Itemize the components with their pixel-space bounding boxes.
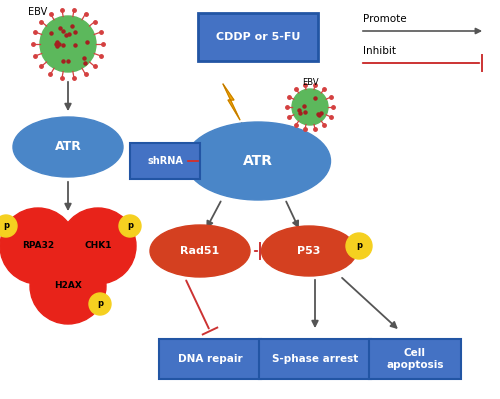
Circle shape [0,215,17,237]
Text: Cell
apoptosis: Cell apoptosis [386,348,444,370]
FancyBboxPatch shape [369,339,461,379]
Text: Inhibit: Inhibit [363,46,396,56]
Text: CDDP or 5-FU: CDDP or 5-FU [216,32,300,42]
Circle shape [89,293,111,315]
Text: P53: P53 [298,246,320,256]
Text: ATR: ATR [54,140,82,154]
Text: CHK1: CHK1 [84,241,112,251]
Ellipse shape [186,122,330,200]
Circle shape [40,16,96,72]
Text: shRNA: shRNA [147,156,183,166]
Text: p: p [356,241,362,251]
FancyBboxPatch shape [159,339,261,379]
Polygon shape [223,84,240,120]
Circle shape [292,89,328,125]
Circle shape [60,208,136,284]
Text: p: p [97,300,103,308]
Text: Rad51: Rad51 [180,246,220,256]
Circle shape [30,248,106,324]
FancyBboxPatch shape [259,339,371,379]
Text: DNA repair: DNA repair [178,354,242,364]
Text: S-phase arrest: S-phase arrest [272,354,358,364]
Text: EBV: EBV [302,78,318,87]
Text: p: p [3,221,9,231]
Ellipse shape [150,225,250,277]
Circle shape [346,233,372,259]
Text: p: p [127,221,133,231]
Text: ATR: ATR [243,154,273,168]
Circle shape [119,215,141,237]
Text: H2AX: H2AX [54,282,82,290]
Text: EBV: EBV [28,7,47,17]
Text: Promote: Promote [363,14,406,24]
Ellipse shape [13,117,123,177]
Ellipse shape [262,226,356,276]
FancyBboxPatch shape [198,13,318,61]
Text: RPA32: RPA32 [22,241,54,251]
FancyBboxPatch shape [130,143,200,179]
Circle shape [0,208,76,284]
